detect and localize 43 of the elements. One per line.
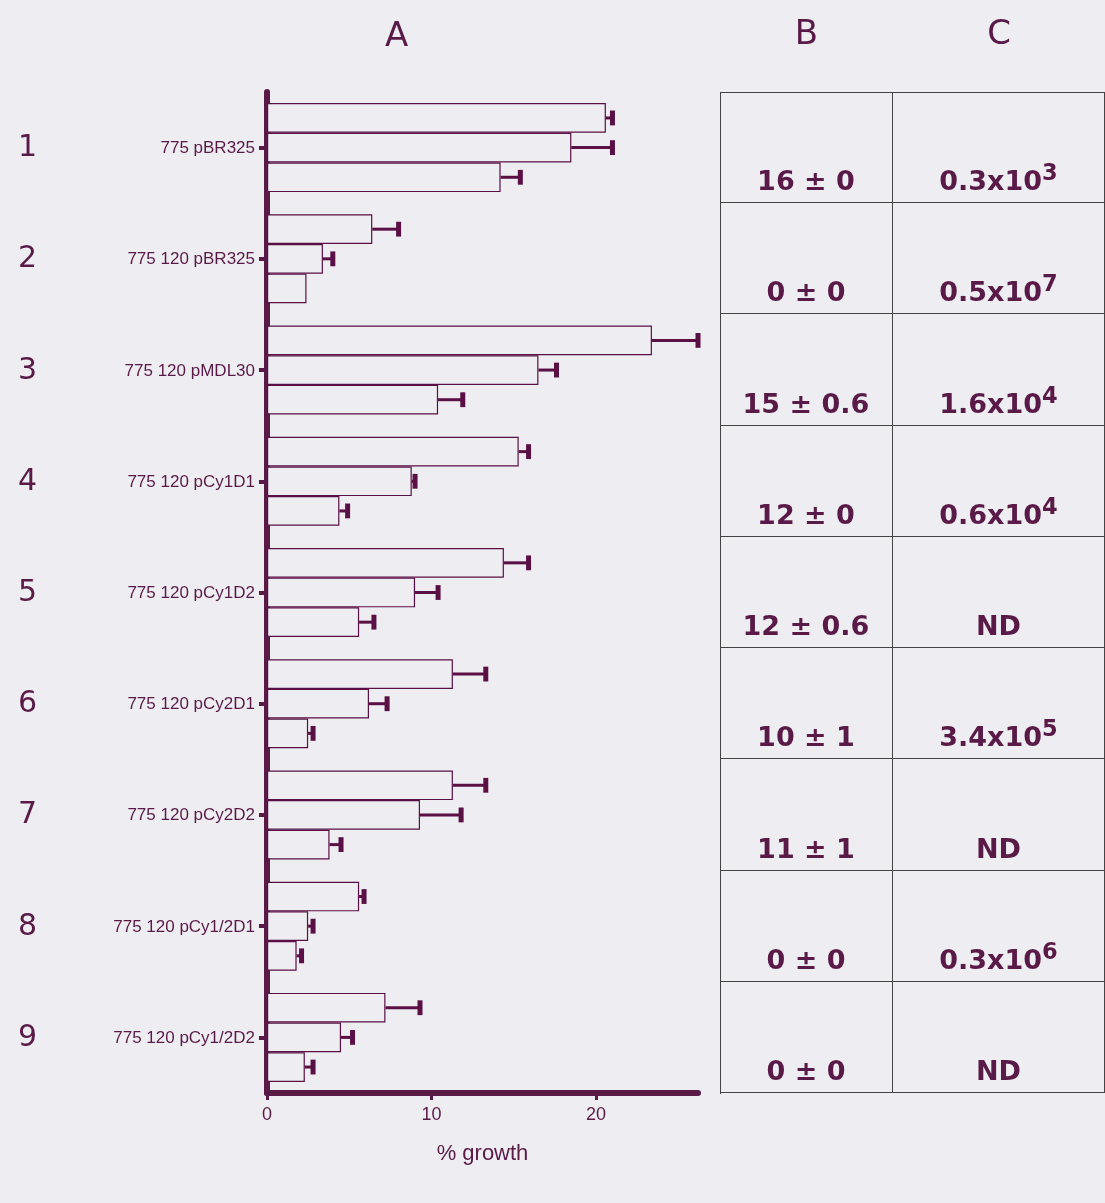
text: C (986, 12, 1012, 52)
text: 10 ± 1 (757, 721, 855, 753)
y-tick-label: 775 120 pCy1D2 (127, 583, 255, 602)
x-tick-label: 0 (261, 1104, 273, 1124)
text: 0 ± 0 (766, 276, 846, 308)
text: 0.3x10$^{3}$ (939, 159, 1058, 197)
y-tick-label: 775 120 pCy2D1 (127, 694, 255, 714)
text: 0 ± 0 (766, 1054, 846, 1086)
text: 7 (18, 795, 38, 831)
text: 16 ± 0 (757, 165, 855, 197)
text: 4 (18, 461, 38, 497)
y-tick-label: 775 120 pCy2D2 (127, 805, 255, 825)
text: 8 (18, 906, 38, 942)
y-tick-label: 775 120 pCy1/2D1 (113, 916, 255, 936)
text: 12 ± 0 (757, 498, 855, 530)
text: ND (975, 832, 1021, 864)
x-tick-label: 20 (585, 1104, 607, 1124)
text: 0.5x10$^{7}$ (939, 270, 1058, 308)
text: 11 ± 1 (757, 832, 855, 864)
text: 9 (18, 1017, 38, 1053)
text: 3.4x10$^{5}$ (939, 715, 1058, 753)
y-tick-label: 775 120 pMDL30 (124, 360, 255, 380)
text: 0.6x10$^{4}$ (939, 492, 1058, 530)
text: 1 (18, 128, 38, 164)
y-tick-label: 775 120 pCy1D1 (127, 471, 255, 491)
text: 5 (18, 573, 38, 608)
text: 1.6x10$^{4}$ (939, 381, 1058, 419)
y-tick-label: 775 120 pBR325 (127, 249, 255, 269)
x-tick-label: 10 (421, 1104, 442, 1124)
text: 12 ± 0.6 (742, 610, 870, 642)
text: ND (975, 1054, 1021, 1086)
text: 0 ± 0 (766, 943, 846, 975)
text: ND (975, 610, 1021, 642)
x-axis-title: % growth (436, 1139, 529, 1165)
text: 2 (18, 239, 38, 275)
text: 15 ± 0.6 (742, 387, 870, 419)
chart-title: A (385, 14, 409, 54)
text: 6 (18, 684, 38, 720)
y-tick-label: 775 120 pCy1/2D2 (113, 1027, 255, 1047)
text: 0.3x10$^{6}$ (939, 937, 1058, 975)
text: 3 (18, 350, 38, 386)
text: B (793, 12, 820, 52)
y-tick-label: 775 pBR325 (160, 138, 255, 158)
